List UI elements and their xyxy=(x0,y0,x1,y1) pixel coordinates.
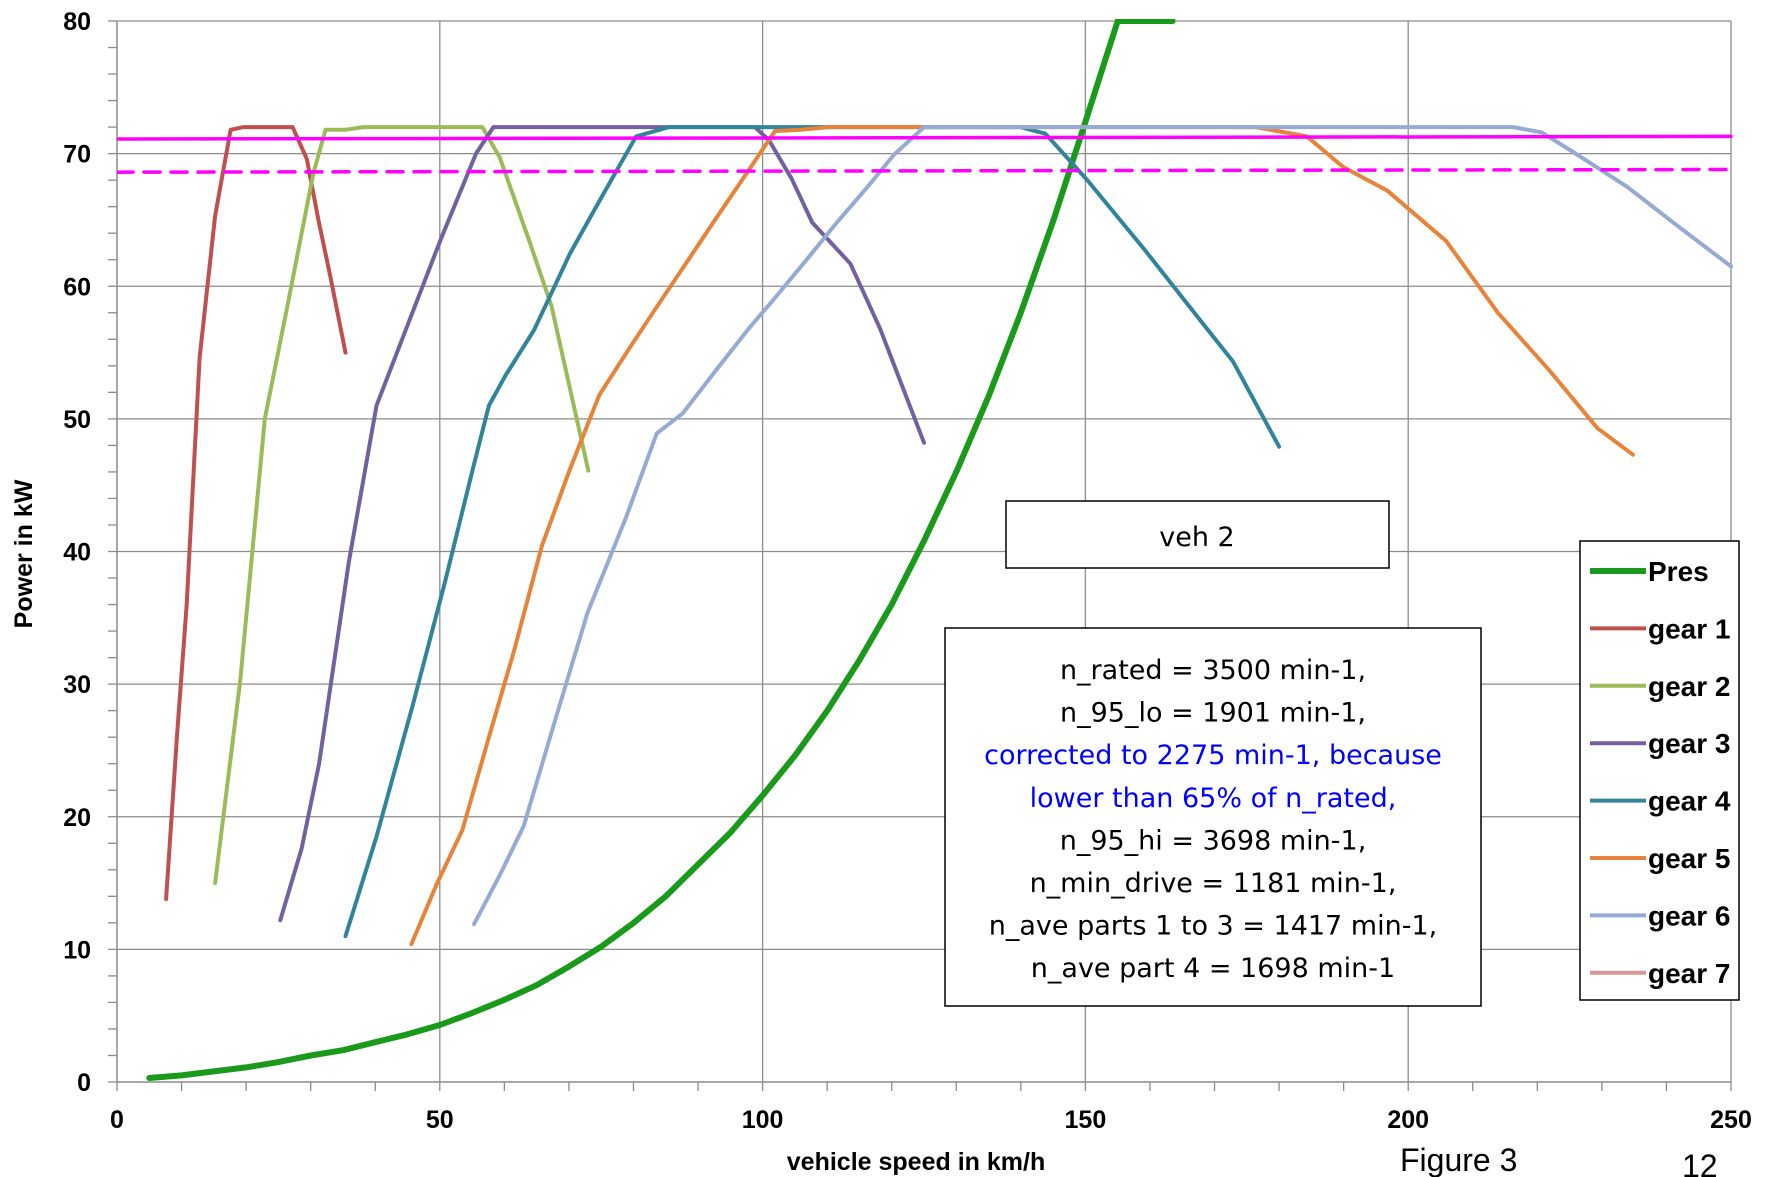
reference-line-solid xyxy=(117,134,1733,141)
y-tick-label: 10 xyxy=(63,936,91,964)
series-line-gear-6 xyxy=(472,125,1733,927)
y-axis-title: Power in kW xyxy=(10,479,38,628)
x-tick-label: 200 xyxy=(1387,1106,1429,1134)
x-tick-label: 150 xyxy=(1065,1106,1107,1134)
page-number: 12 xyxy=(1682,1148,1718,1177)
ticks: 0 50 100 150 200 250 0 10 20 30 40 50 60 70 80 xyxy=(63,8,1752,1134)
x-tick-label: 0 xyxy=(110,1106,124,1134)
legend-label: Pres xyxy=(1648,556,1709,587)
info-box: n_rated = 3500 min-1, n_95_lo = 1901 min-… xyxy=(944,627,1482,1007)
y-tick-label: 20 xyxy=(63,804,91,832)
series-line-gear-5 xyxy=(409,125,1635,947)
series-line-gear-4 xyxy=(343,125,1282,939)
series-group xyxy=(117,19,1733,1081)
y-tick-label: 60 xyxy=(63,273,91,301)
reference-line-dashed xyxy=(117,167,1733,174)
info-line: n_ave parts 1 to 3 = 1417 min-1, xyxy=(989,911,1437,942)
y-tick-label: 30 xyxy=(63,671,91,699)
info-line: n_min_drive = 1181 min-1, xyxy=(1030,868,1397,899)
legend: Pres gear 1 gear 2 gear 3 gear 4 gear 5 gear 6… xyxy=(1579,540,1740,1001)
series-line-pres xyxy=(146,19,1176,1081)
legend-label: gear 3 xyxy=(1648,728,1731,759)
veh-label: veh 2 xyxy=(1159,522,1234,553)
info-line: n_95_lo = 1901 min-1, xyxy=(1060,698,1366,729)
grid xyxy=(117,20,1732,1082)
y-tick-label: 50 xyxy=(63,406,91,434)
legend-label: gear 2 xyxy=(1648,671,1731,702)
series-line-gear-2 xyxy=(213,125,591,886)
y-tick-label: 0 xyxy=(77,1069,91,1097)
figure-label: Figure 3 xyxy=(1400,1142,1517,1177)
legend-label: gear 4 xyxy=(1648,786,1731,817)
x-axis-title: vehicle speed in km/h xyxy=(787,1148,1045,1176)
legend-label: gear 5 xyxy=(1648,843,1731,874)
info-line: lower than 65% of n_rated, xyxy=(1030,783,1397,814)
x-tick-label: 50 xyxy=(426,1106,454,1134)
y-tick-label: 70 xyxy=(63,141,91,169)
y-tick-label: 80 xyxy=(63,8,91,36)
info-line: n_95_hi = 3698 min-1, xyxy=(1060,825,1367,856)
veh-label-box: veh 2 xyxy=(1005,500,1390,569)
x-tick-label: 100 xyxy=(742,1106,784,1134)
info-line: n_rated = 3500 min-1, xyxy=(1060,655,1366,686)
info-line: corrected to 2275 min-1, because xyxy=(984,740,1442,771)
legend-label: gear 1 xyxy=(1648,613,1731,644)
plot-area xyxy=(117,19,1733,1081)
series-line-gear-3 xyxy=(278,125,926,923)
legend-label: gear 6 xyxy=(1648,900,1731,931)
info-line: n_ave part 4 = 1698 min-1 xyxy=(1031,953,1395,984)
series-line-gear-1 xyxy=(164,125,348,901)
x-tick-label: 250 xyxy=(1710,1106,1752,1134)
y-tick-label: 40 xyxy=(63,539,91,567)
legend-label: gear 7 xyxy=(1648,958,1731,989)
